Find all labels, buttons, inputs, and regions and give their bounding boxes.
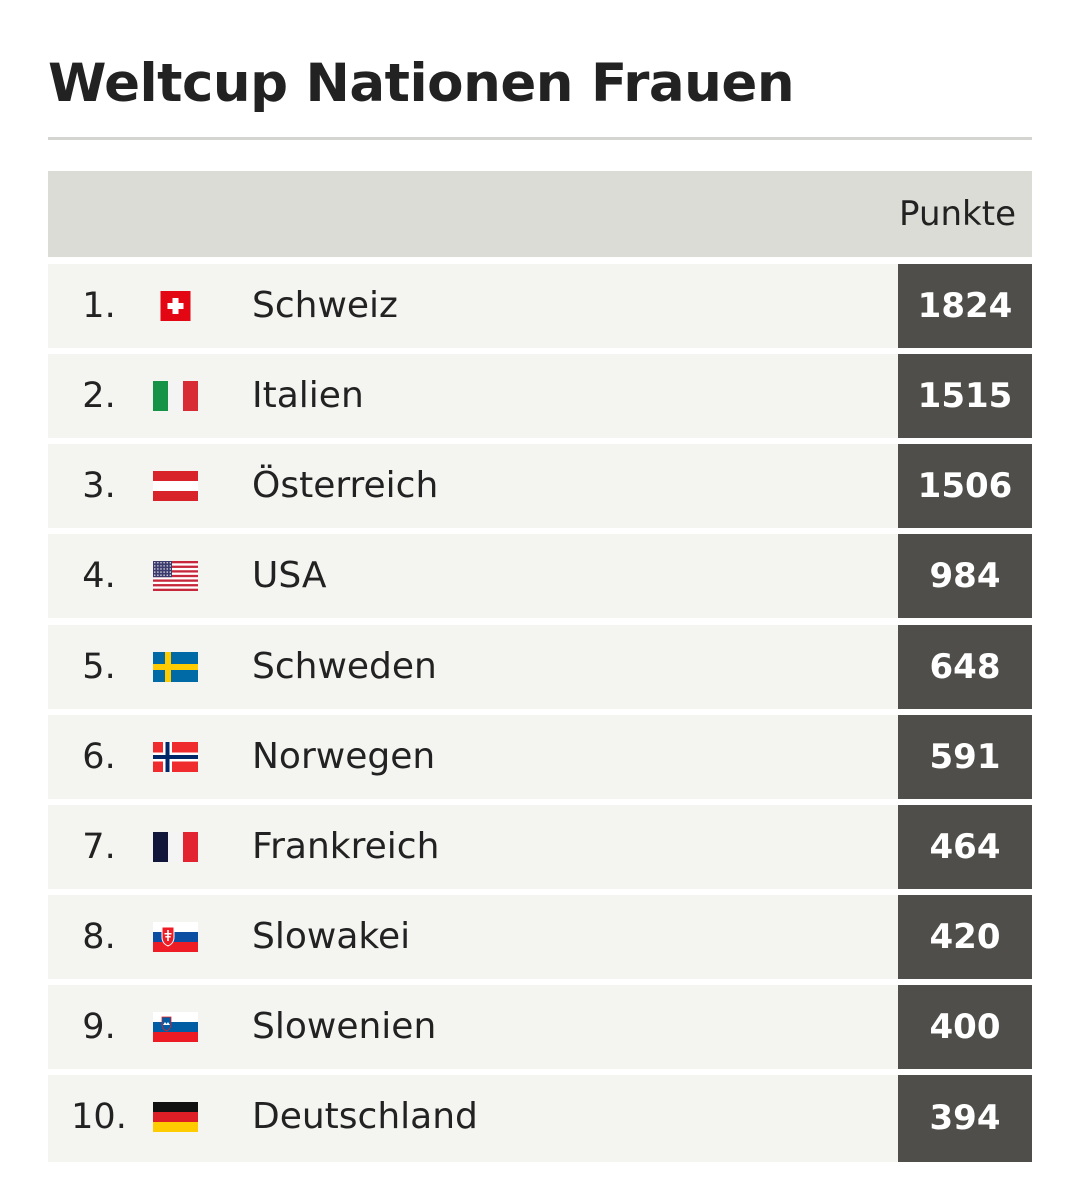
- rank-label: 7.: [82, 827, 116, 867]
- points-value: 394: [898, 1075, 1032, 1162]
- table-row: 7. Frankreich 464: [48, 805, 1032, 889]
- table-header: Punkte: [48, 171, 1032, 257]
- country-name: USA: [252, 555, 327, 596]
- norway-flag-icon: [153, 742, 198, 772]
- rank-label: 5.: [82, 647, 116, 687]
- points-value: 1824: [898, 264, 1032, 348]
- germany-flag-icon: [153, 1102, 198, 1132]
- rank-label: 2.: [82, 376, 116, 416]
- country-name: Deutschland: [252, 1096, 478, 1137]
- points-value: 648: [898, 625, 1032, 709]
- points-value: 400: [898, 985, 1032, 1069]
- points-value: 464: [898, 805, 1032, 889]
- country-name: Österreich: [252, 465, 439, 506]
- points-value: 1506: [898, 444, 1032, 528]
- table-row: 10. Deutschland 394: [48, 1075, 1032, 1162]
- points-value: 984: [898, 534, 1032, 618]
- usa-flag-icon: [153, 561, 198, 591]
- france-flag-icon: [153, 832, 198, 862]
- country-name: Slowakei: [252, 916, 411, 957]
- country-name: Frankreich: [252, 826, 440, 867]
- country-name: Italien: [252, 375, 364, 416]
- table-row: 2. Italien 1515: [48, 354, 1032, 438]
- italy-flag-icon: [153, 381, 198, 411]
- table-row: 6. Norwegen 591: [48, 715, 1032, 799]
- points-value: 1515: [898, 354, 1032, 438]
- points-column-header: Punkte: [899, 194, 1016, 234]
- rank-label: 8.: [82, 917, 116, 957]
- points-value: 591: [898, 715, 1032, 799]
- table-row: 4. USA 984: [48, 534, 1032, 618]
- rank-label: 1.: [82, 286, 116, 326]
- title-divider: [48, 137, 1032, 140]
- country-name: Slowenien: [252, 1006, 437, 1047]
- slovenia-flag-icon: [153, 1012, 198, 1042]
- table-row: 3. Österreich 1506: [48, 444, 1032, 528]
- rank-label: 10.: [71, 1097, 127, 1137]
- country-name: Schweiz: [252, 285, 398, 326]
- rank-label: 4.: [82, 556, 116, 596]
- table-row: 5. Schweden 648: [48, 625, 1032, 709]
- table-row: 1. Schweiz 1824: [48, 264, 1032, 348]
- country-name: Norwegen: [252, 736, 436, 777]
- rank-label: 9.: [82, 1007, 116, 1047]
- switzerland-flag-icon: [153, 291, 198, 321]
- points-value: 420: [898, 895, 1032, 979]
- slovakia-flag-icon: [153, 922, 198, 952]
- country-name: Schweden: [252, 646, 437, 687]
- rank-label: 3.: [82, 466, 116, 506]
- austria-flag-icon: [153, 471, 198, 501]
- page-title: Weltcup Nationen Frauen: [48, 53, 795, 114]
- rank-label: 6.: [82, 737, 116, 777]
- table-row: 9. Slowenien 400: [48, 985, 1032, 1069]
- sweden-flag-icon: [153, 652, 198, 682]
- table-row: 8. Slowakei 420: [48, 895, 1032, 979]
